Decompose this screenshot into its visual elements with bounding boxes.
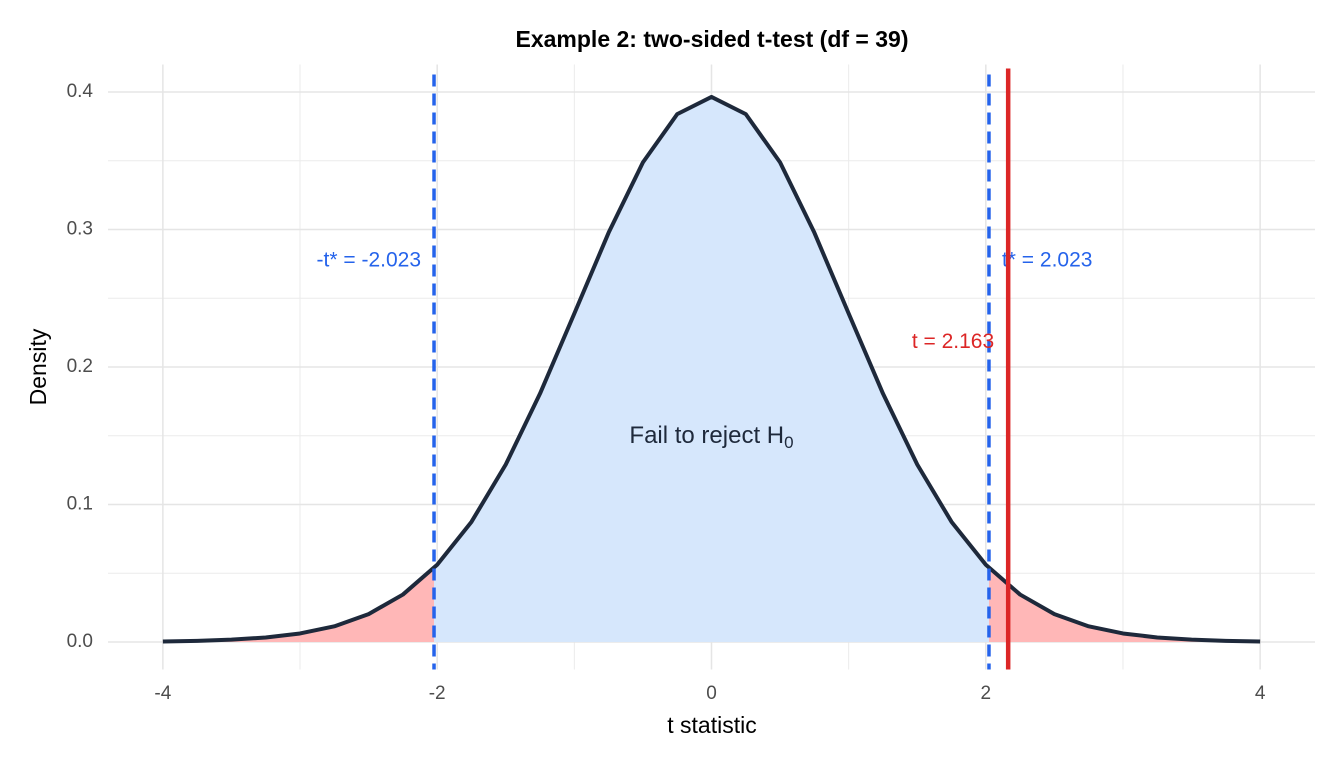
- x-tick-label: 0: [706, 683, 717, 704]
- x-tick-label: -2: [429, 683, 446, 704]
- region-label: Fail to reject H0: [629, 422, 793, 452]
- y-tick-label: 0.1: [67, 494, 93, 515]
- x-axis-label: t statistic: [667, 712, 756, 738]
- critical-label: t* = 2.023: [1002, 249, 1093, 272]
- region-label-subscript: 0: [784, 434, 793, 453]
- density-area: [434, 96, 989, 642]
- observed-label: t = 2.163: [912, 330, 994, 353]
- density-area: [988, 567, 1261, 642]
- x-tick-label: 4: [1255, 683, 1266, 704]
- x-tick-label: 2: [981, 683, 992, 704]
- region-label-text: Fail to reject H: [629, 422, 784, 449]
- density-curve: [162, 94, 1261, 644]
- x-tick-label: -4: [154, 683, 171, 704]
- chart-title: Example 2: two-sided t-test (df = 39): [516, 26, 909, 52]
- y-tick-label: 0.2: [67, 356, 93, 377]
- critical-label: -t* = -2.023: [317, 249, 421, 272]
- y-axis-label: Density: [25, 328, 51, 405]
- y-tick-label: 0.4: [67, 81, 94, 102]
- y-tick-label: 0.0: [67, 631, 93, 652]
- density-area: [162, 567, 435, 642]
- y-tick-label: 0.3: [67, 219, 93, 240]
